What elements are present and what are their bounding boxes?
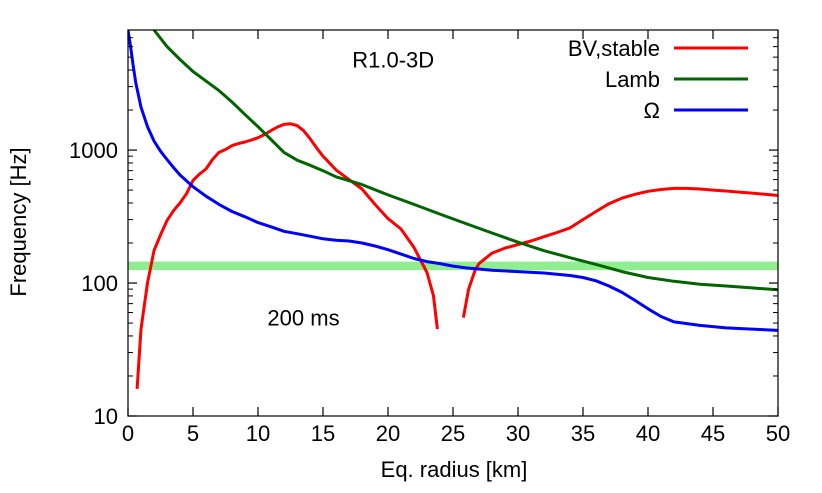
x-tick-label: 35 xyxy=(571,421,595,446)
x-tick-label: 5 xyxy=(187,421,199,446)
annotation-1: 200 ms xyxy=(267,306,339,331)
y-tick-label: 100 xyxy=(81,271,118,296)
legend-label-1: Lamb xyxy=(605,67,660,92)
x-tick-label: 40 xyxy=(636,421,660,446)
series-line-0-1 xyxy=(461,186,778,318)
x-axis-label: Eq. radius [km] xyxy=(381,457,528,482)
series-line-2-0 xyxy=(128,30,778,332)
x-tick-label: 20 xyxy=(376,421,400,446)
series-layer xyxy=(128,30,778,389)
x-tick-label: 25 xyxy=(441,421,465,446)
legend-label-2: Ω xyxy=(644,98,660,123)
x-tick-label: 0 xyxy=(122,421,134,446)
y-axis-label: Frequency [Hz] xyxy=(6,147,31,296)
series-line-1-0 xyxy=(152,30,778,292)
x-tick-label: 30 xyxy=(506,421,530,446)
x-tick-label: 10 xyxy=(246,421,270,446)
annotation-0: R1.0-3D xyxy=(352,47,434,72)
x-tick-label: 15 xyxy=(311,421,335,446)
legend: BV,stable Lamb Ω xyxy=(568,36,748,123)
axes-layer: 0 5 10 15 20 25 30 35 40 45 50 10 100 1000 xyxy=(69,29,790,446)
x-tick-label: 50 xyxy=(766,421,790,446)
y-tick-label: 1000 xyxy=(69,138,118,163)
series-line-0-0 xyxy=(135,122,439,389)
legend-label-0: BV,stable xyxy=(568,36,660,61)
text-layer: Eq. radius [km] Frequency [Hz] R1.0-3D 20… xyxy=(6,47,527,482)
plot-frame xyxy=(127,29,779,417)
y-tick-label: 10 xyxy=(94,404,118,429)
x-tick-label: 45 xyxy=(701,421,725,446)
